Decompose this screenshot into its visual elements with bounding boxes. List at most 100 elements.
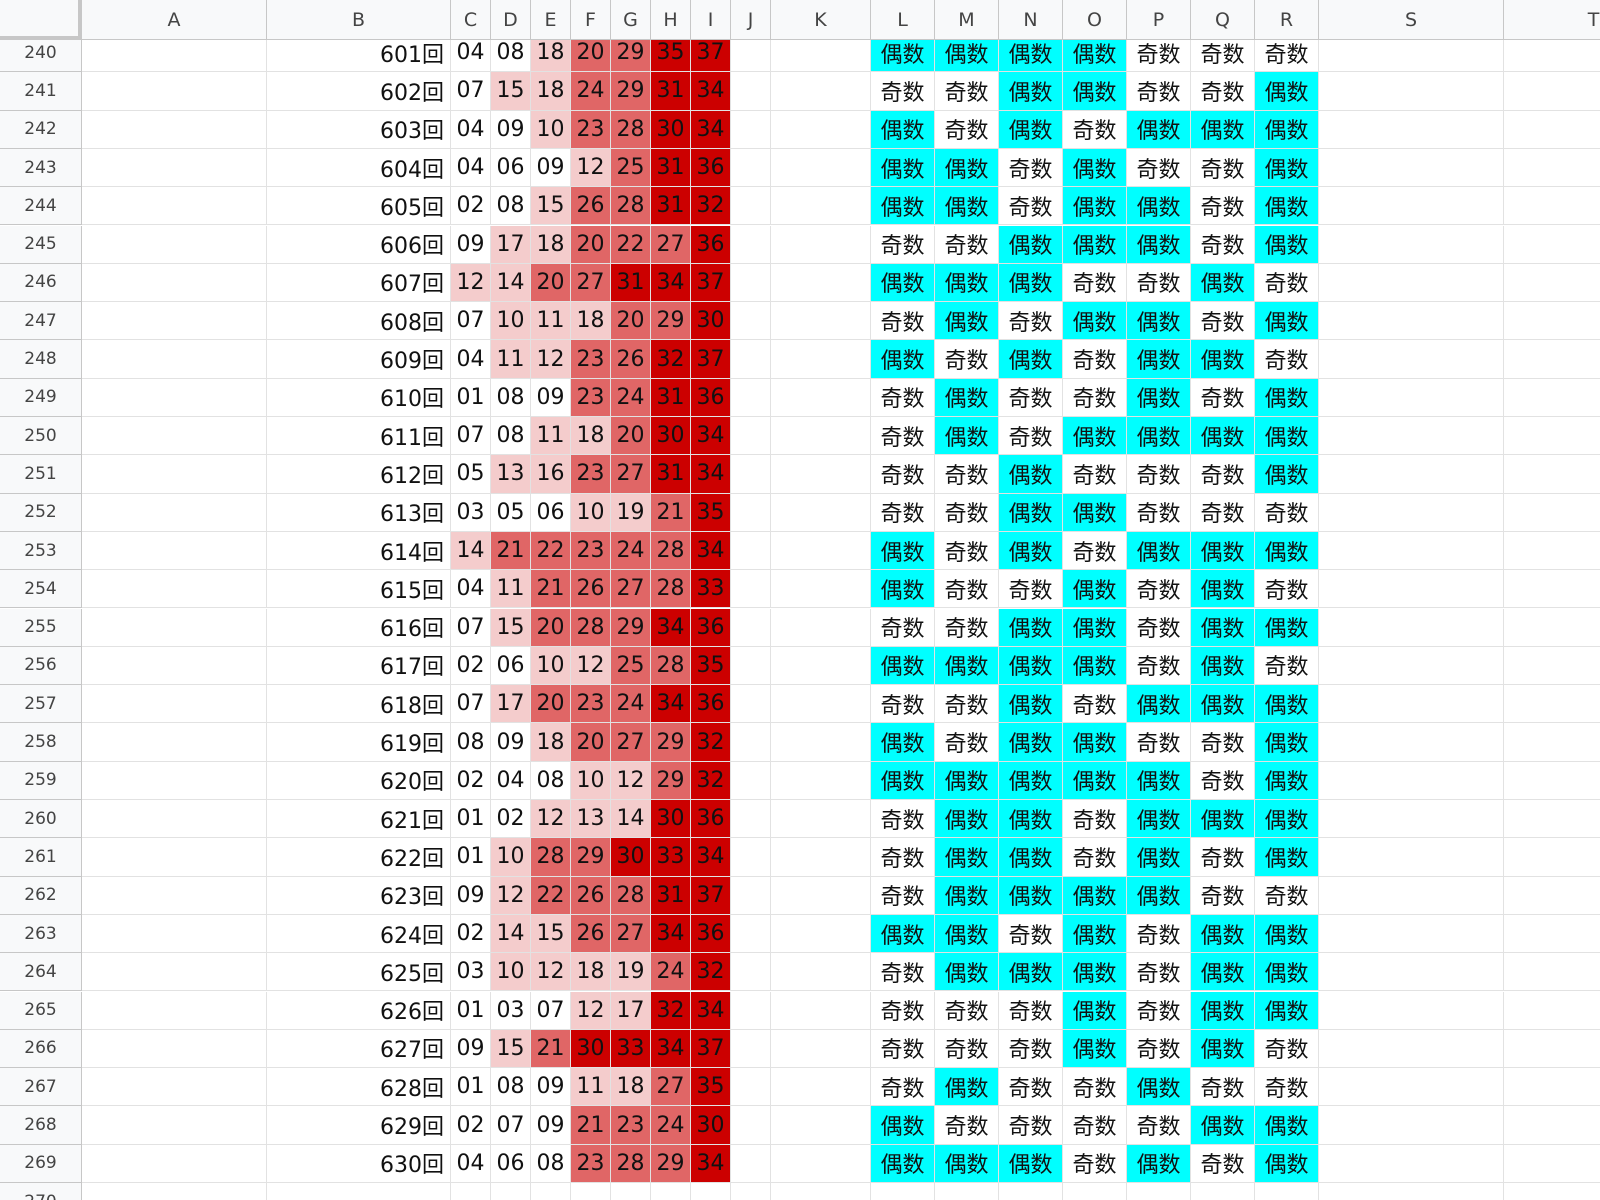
number-cell[interactable]: 29 [611,72,651,111]
number-cell[interactable]: 06 [491,646,531,686]
parity-cell[interactable]: 偶数 [1191,1106,1255,1145]
number-cell[interactable]: 23 [571,685,611,724]
parity-cell[interactable]: 奇数 [1063,1068,1127,1107]
number-cell[interactable]: 29 [651,1144,691,1183]
number-cell[interactable]: 09 [491,110,531,149]
number-cell[interactable]: 35 [691,646,731,686]
cell-j[interactable] [731,225,771,264]
draw-number-cell[interactable]: 604回 [267,148,451,188]
row-header[interactable]: 262 [0,876,82,915]
cell-s[interactable] [1319,761,1504,800]
number-cell[interactable]: 34 [651,263,691,303]
number-cell[interactable]: 34 [691,110,731,149]
parity-cell[interactable]: 偶数 [1255,187,1319,226]
cell-a[interactable] [82,876,267,915]
parity-cell[interactable]: 奇数 [1191,148,1255,188]
parity-cell[interactable]: 奇数 [1255,34,1319,73]
parity-cell[interactable]: 偶数 [1255,685,1319,724]
number-cell[interactable]: 03 [451,493,491,532]
draw-number-cell[interactable]: 621回 [267,800,451,839]
cell-s[interactable] [1319,953,1504,992]
parity-cell[interactable]: 奇数 [1191,761,1255,800]
parity-cell[interactable]: 偶数 [1127,110,1191,149]
number-cell[interactable]: 17 [491,225,531,264]
cell-a[interactable] [82,493,267,532]
number-cell[interactable]: 01 [451,378,491,417]
parity-cell[interactable]: 奇数 [935,225,999,264]
number-cell[interactable]: 32 [691,953,731,992]
cell-j[interactable] [731,378,771,417]
number-cell[interactable]: 18 [571,302,611,341]
column-header-d[interactable]: D [491,0,531,40]
number-cell[interactable]: 14 [611,800,651,839]
cell-j[interactable] [731,302,771,341]
parity-cell[interactable]: 奇数 [1063,340,1127,379]
cell-t[interactable] [1504,187,1600,226]
row-header[interactable]: 241 [0,72,82,111]
number-cell[interactable]: 01 [451,800,491,839]
cell-t[interactable] [1504,455,1600,494]
number-cell[interactable]: 27 [611,455,651,494]
parity-cell[interactable]: 偶数 [1127,302,1191,341]
cell-empty[interactable] [267,1183,451,1200]
cell-s[interactable] [1319,263,1504,303]
number-cell[interactable]: 31 [651,187,691,226]
parity-cell[interactable]: 奇数 [1063,1106,1127,1145]
cell-a[interactable] [82,378,267,417]
draw-number-cell[interactable]: 612回 [267,455,451,494]
cell-a[interactable] [82,1106,267,1145]
parity-cell[interactable]: 奇数 [999,1068,1063,1107]
cell-empty[interactable] [691,1183,731,1200]
number-cell[interactable]: 36 [691,914,731,954]
number-cell[interactable]: 10 [531,646,571,686]
parity-cell[interactable]: 奇数 [1063,110,1127,149]
cell-j[interactable] [731,148,771,188]
number-cell[interactable]: 12 [531,953,571,992]
number-cell[interactable]: 37 [691,876,731,915]
parity-cell[interactable]: 偶数 [999,761,1063,800]
draw-number-cell[interactable]: 620回 [267,761,451,800]
parity-cell[interactable]: 偶数 [999,876,1063,915]
number-cell[interactable]: 14 [451,531,491,571]
parity-cell[interactable]: 奇数 [1191,1144,1255,1183]
cell-a[interactable] [82,914,267,954]
row-header[interactable]: 255 [0,608,82,647]
parity-cell[interactable]: 奇数 [1255,263,1319,303]
parity-cell[interactable]: 偶数 [1191,570,1255,609]
parity-cell[interactable]: 奇数 [1255,646,1319,686]
parity-cell[interactable]: 奇数 [1255,1068,1319,1107]
cell-k[interactable] [771,455,871,494]
column-header-r[interactable]: R [1255,0,1319,40]
parity-cell[interactable]: 偶数 [871,1106,935,1145]
parity-cell[interactable]: 偶数 [1127,1068,1191,1107]
number-cell[interactable]: 15 [491,1029,531,1069]
parity-cell[interactable]: 奇数 [871,838,935,877]
number-cell[interactable]: 28 [651,570,691,609]
parity-cell[interactable]: 偶数 [1063,991,1127,1030]
number-cell[interactable]: 04 [451,1144,491,1183]
parity-cell[interactable]: 奇数 [1191,187,1255,226]
cell-s[interactable] [1319,148,1504,188]
cell-j[interactable] [731,110,771,149]
parity-cell[interactable]: 偶数 [935,646,999,686]
number-cell[interactable]: 10 [531,110,571,149]
parity-cell[interactable]: 偶数 [1063,953,1127,992]
cell-j[interactable] [731,34,771,73]
cell-s[interactable] [1319,685,1504,724]
parity-cell[interactable]: 偶数 [1127,531,1191,571]
cell-a[interactable] [82,1144,267,1183]
parity-cell[interactable]: 奇数 [871,953,935,992]
number-cell[interactable]: 04 [451,340,491,379]
parity-cell[interactable]: 偶数 [999,723,1063,762]
parity-cell[interactable]: 奇数 [1191,34,1255,73]
column-header-n[interactable]: N [999,0,1063,40]
parity-cell[interactable]: 偶数 [871,914,935,954]
cell-a[interactable] [82,646,267,686]
cell-a[interactable] [82,838,267,877]
number-cell[interactable]: 21 [651,493,691,532]
parity-cell[interactable]: 奇数 [1255,340,1319,379]
parity-cell[interactable]: 偶数 [1063,646,1127,686]
cell-t[interactable] [1504,953,1600,992]
number-cell[interactable]: 20 [571,225,611,264]
parity-cell[interactable]: 奇数 [935,1029,999,1069]
